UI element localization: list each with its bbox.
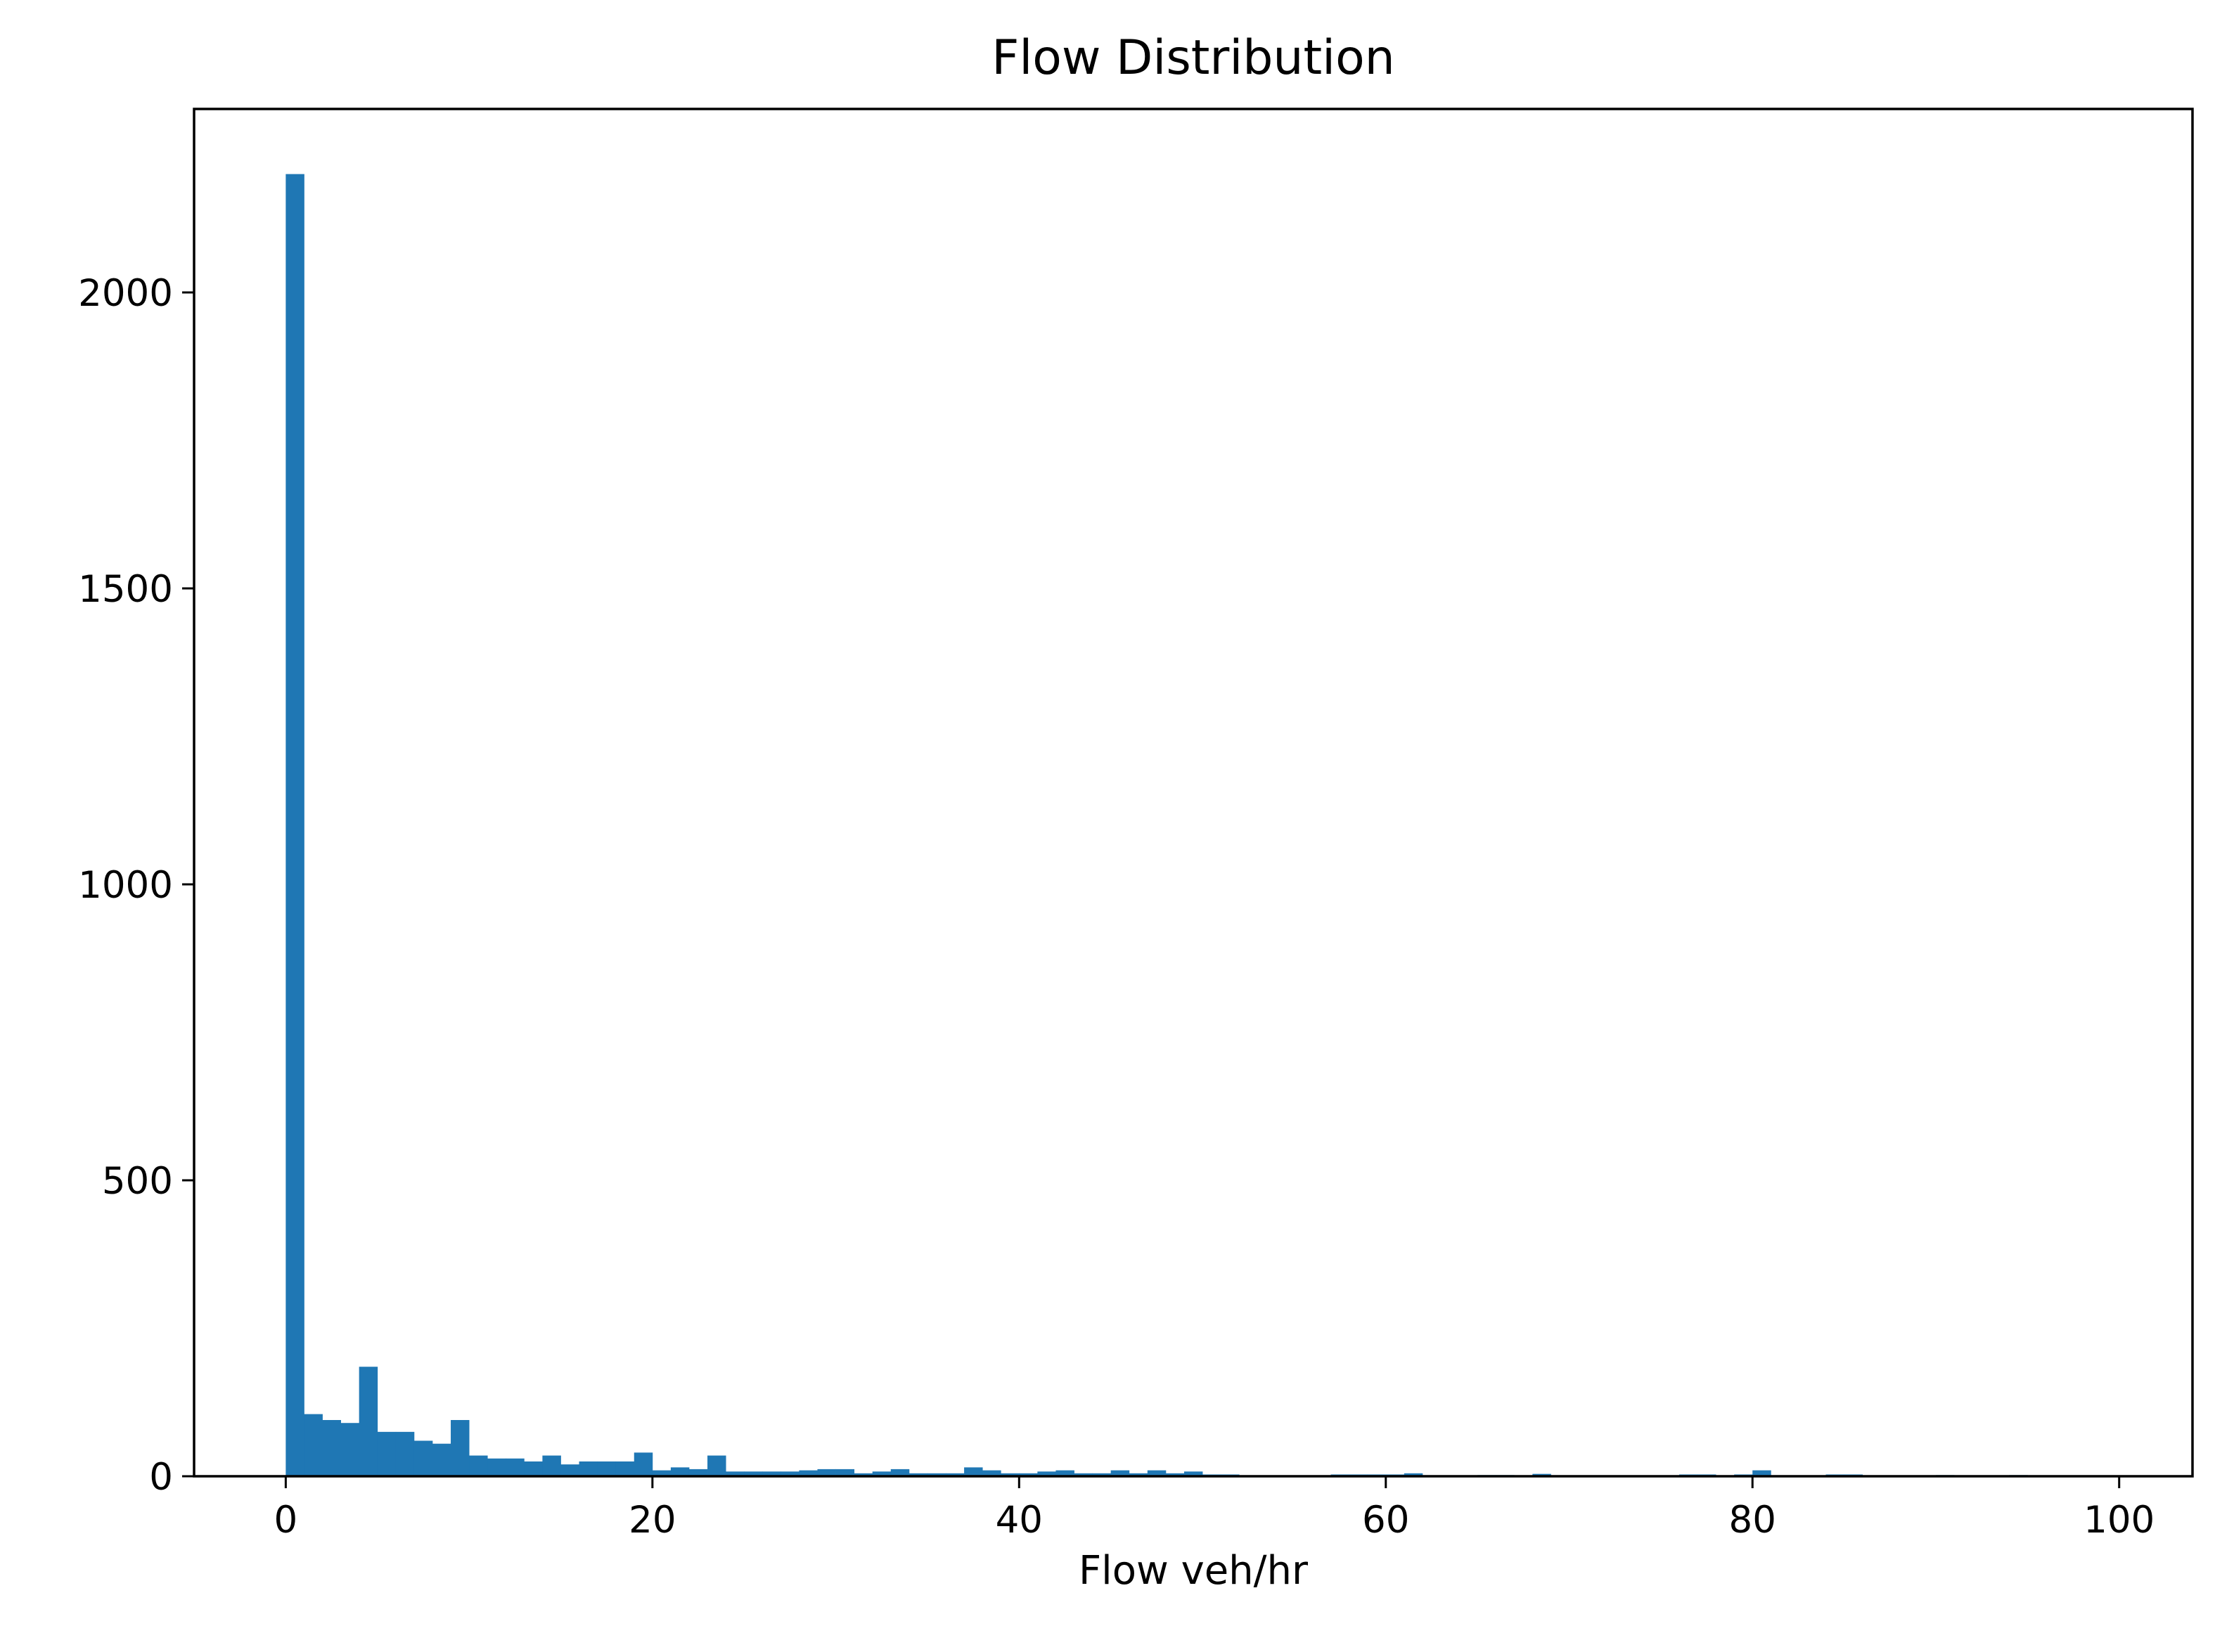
histogram-bar — [560, 1464, 579, 1476]
histogram-bar — [982, 1470, 1001, 1476]
histogram-bar — [542, 1455, 561, 1476]
y-tick-label: 1000 — [78, 864, 173, 907]
histogram-bar — [322, 1420, 341, 1476]
histogram-bar — [726, 1471, 745, 1476]
histogram-bar — [1404, 1473, 1423, 1476]
histogram-bar — [1129, 1473, 1148, 1476]
plot-area-frame — [193, 108, 2194, 1478]
histogram-bar — [1110, 1470, 1130, 1476]
histogram-bar — [1019, 1473, 1038, 1476]
histogram-bar — [781, 1471, 800, 1476]
histogram-bar — [597, 1461, 617, 1476]
y-tick-label: 2000 — [78, 272, 173, 315]
y-tick-label: 500 — [102, 1160, 173, 1203]
histogram-bar — [615, 1461, 635, 1476]
histogram-bar — [707, 1455, 726, 1476]
x-tick-label: 80 — [1729, 1499, 1776, 1542]
histogram-bar — [1092, 1473, 1112, 1476]
histogram-bar — [1055, 1470, 1074, 1476]
histogram-bar — [762, 1471, 781, 1476]
histogram-bar — [927, 1473, 946, 1476]
histogram-bar — [909, 1473, 928, 1476]
histogram-bar — [285, 174, 304, 1477]
y-axis-ticks: 0 500 1000 1500 2000 — [78, 272, 194, 1499]
histogram-bar — [469, 1455, 488, 1476]
histogram-bar — [1001, 1473, 1020, 1476]
histogram-bar — [854, 1473, 873, 1476]
histogram-bar — [652, 1470, 672, 1476]
histogram-bar — [524, 1461, 543, 1476]
histogram-bars — [285, 174, 2028, 1477]
chart-title: Flow Distribution — [991, 30, 1395, 86]
y-tick-label: 1500 — [78, 568, 173, 611]
histogram-bar — [890, 1469, 910, 1476]
histogram-bar — [670, 1467, 690, 1476]
x-tick-label: 40 — [996, 1499, 1043, 1542]
histogram-bar — [432, 1443, 451, 1476]
histogram-bar — [487, 1458, 506, 1476]
x-tick-label: 60 — [1362, 1499, 1409, 1542]
histogram-bar — [304, 1414, 323, 1476]
histogram-bar — [1752, 1470, 1771, 1476]
histogram-bar — [579, 1461, 598, 1476]
histogram-bar — [835, 1469, 855, 1476]
x-tick-label: 100 — [2084, 1499, 2155, 1542]
histogram-bar — [817, 1469, 836, 1476]
histogram-bar — [1074, 1473, 1093, 1476]
histogram-bar — [946, 1473, 965, 1476]
histogram-bar — [634, 1452, 653, 1476]
histogram-bar — [964, 1467, 983, 1476]
histogram-bar — [1183, 1471, 1203, 1476]
histogram-bar — [506, 1458, 525, 1476]
x-tick-label: 0 — [274, 1499, 297, 1542]
x-axis-label: Flow veh/hr — [1079, 1548, 1309, 1594]
histogram-bar — [744, 1471, 763, 1476]
histogram-bar — [451, 1420, 470, 1476]
histogram-bar — [340, 1423, 360, 1476]
histogram-bar — [377, 1431, 397, 1476]
histogram-bar — [1037, 1471, 1056, 1476]
histogram-bar — [872, 1471, 892, 1476]
histogram-bar — [395, 1431, 415, 1476]
x-axis-ticks: 0 20 40 60 80 100 — [274, 1476, 2155, 1542]
histogram-bar — [413, 1440, 433, 1476]
y-tick-label: 0 — [149, 1456, 173, 1499]
histogram-bar — [688, 1469, 708, 1476]
histogram-bar — [359, 1367, 378, 1476]
histogram-bar — [1165, 1473, 1185, 1476]
histogram-bar — [799, 1470, 818, 1476]
histogram-bar — [1147, 1470, 1167, 1476]
x-tick-label: 20 — [629, 1499, 676, 1542]
